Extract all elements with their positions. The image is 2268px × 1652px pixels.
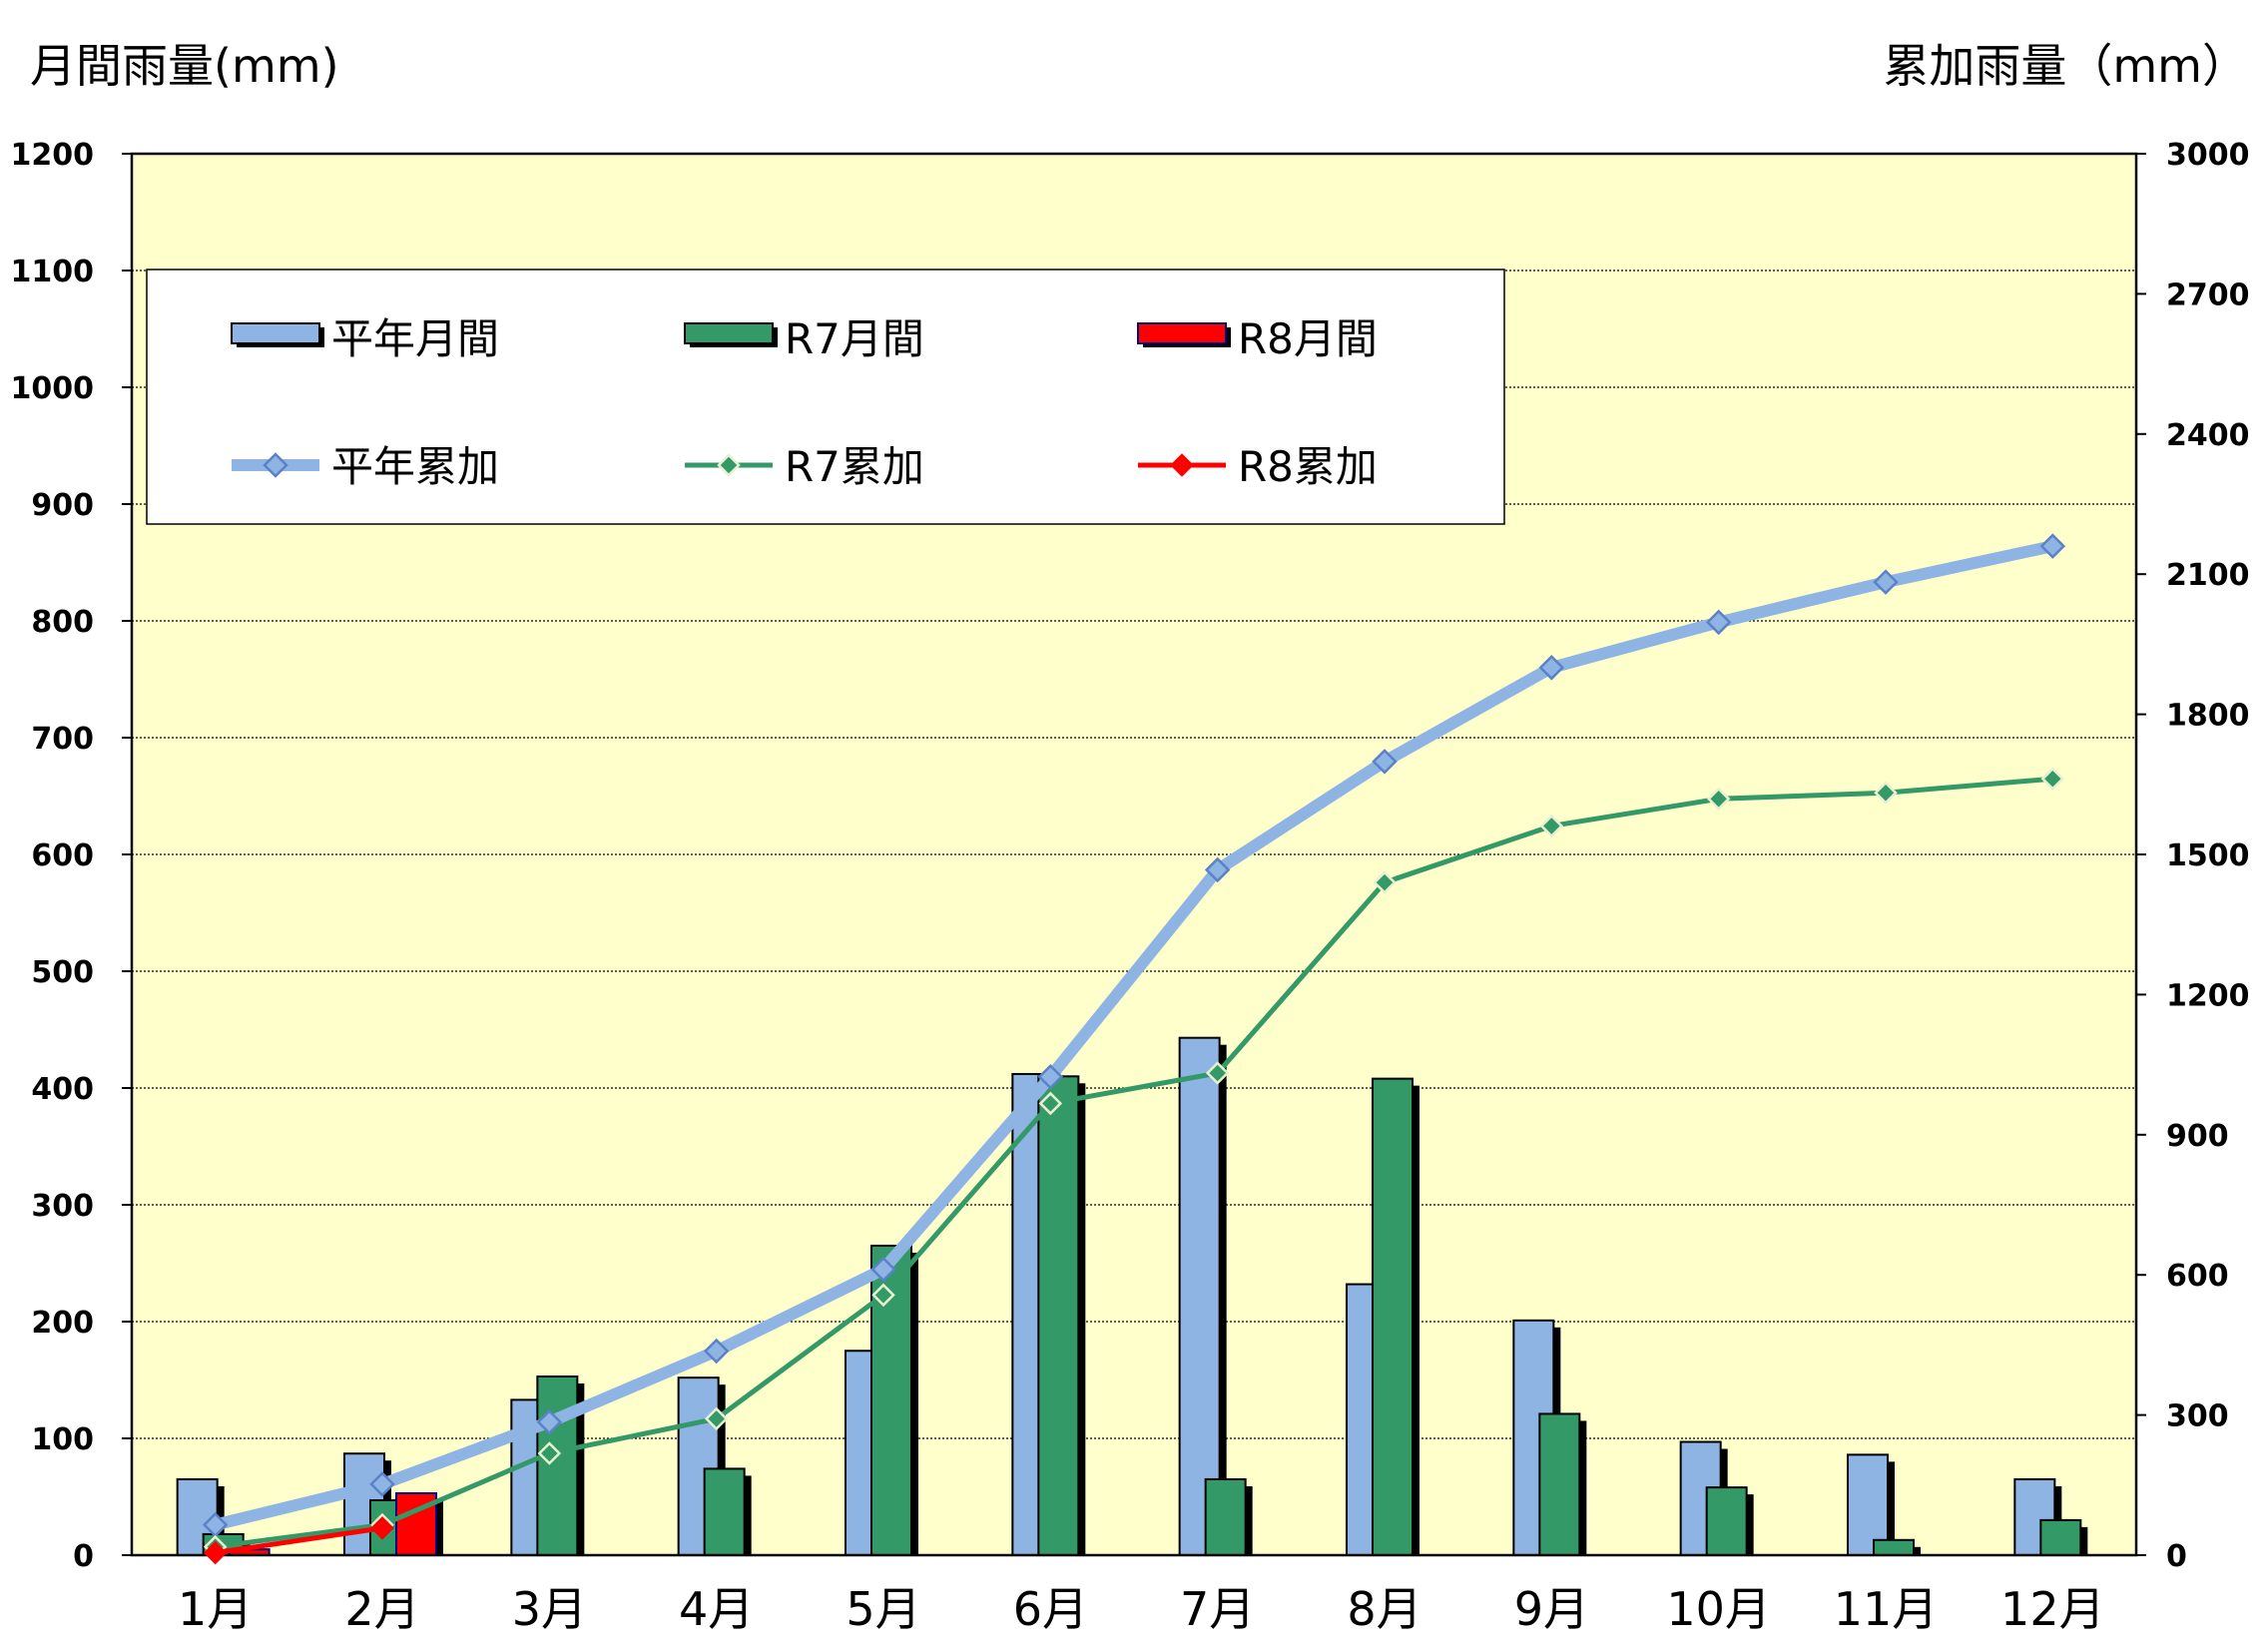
right-tick-label: 0 (2166, 1539, 2187, 1574)
legend-swatch-R7月間 (684, 322, 774, 344)
left-tick-label: 900 (31, 488, 94, 523)
right-tick-label: 1500 (2166, 838, 2250, 873)
category-label: 5月 (846, 1582, 920, 1636)
category-label: 2月 (344, 1582, 419, 1636)
marker-平年累加 (703, 1338, 730, 1365)
marker-平年累加 (1538, 655, 1565, 681)
marker-R7累加 (1874, 781, 1898, 805)
bar-平年月間 (1178, 1036, 1221, 1556)
right-tick-label: 600 (2166, 1259, 2229, 1294)
right-tick-label: 300 (2166, 1399, 2229, 1434)
marker-R8累加 (203, 1540, 228, 1565)
category-label: 6月 (1013, 1582, 1088, 1636)
bar-平年月間 (1847, 1453, 1889, 1557)
marker-R7累加 (1706, 787, 1731, 812)
bar-平年月間 (677, 1377, 720, 1557)
line-R7累加 (215, 776, 2053, 1550)
legend-label: R7累加 (785, 442, 924, 491)
left-tick-label: 700 (31, 722, 94, 757)
marker-平年累加 (1705, 609, 1732, 636)
right-tick-label: 3000 (2166, 138, 2250, 173)
right-tick-label: 2400 (2166, 418, 2250, 453)
bar-R7月間 (1037, 1075, 1080, 1557)
right-tick-label: 900 (2166, 1119, 2229, 1154)
marker-R7累加 (871, 1283, 895, 1308)
marker-平年累加 (1873, 569, 1899, 595)
left-tick-label: 400 (31, 1072, 94, 1107)
right-axis-title: 累加雨量（mm） (1883, 39, 2248, 93)
legend-label: R8月間 (1238, 314, 1378, 363)
left-tick-label: 800 (31, 605, 94, 640)
category-label: 7月 (1180, 1582, 1255, 1636)
legend-label: 平年月間 (331, 314, 499, 363)
left-tick-label: 600 (31, 838, 94, 873)
legend (146, 269, 1505, 525)
legend-label: 平年累加 (331, 442, 499, 491)
category-label: 12月 (2000, 1582, 2105, 1636)
marker-R7累加 (1373, 870, 1397, 894)
marker-R8累加 (370, 1516, 394, 1540)
marker-平年累加 (1204, 856, 1231, 883)
category-label: 11月 (1834, 1582, 1939, 1636)
marker-R7累加 (1205, 1061, 1230, 1085)
marker-平年累加 (536, 1408, 563, 1435)
marker-R7累加 (537, 1441, 562, 1465)
right-tick-label: 2100 (2166, 558, 2250, 593)
left-tick-label: 1100 (11, 255, 95, 289)
right-tick-label: 1200 (2166, 978, 2250, 1013)
left-axis-title: 月間雨量(mm) (30, 39, 339, 93)
marker-平年累加 (369, 1471, 395, 1497)
marker-平年累加 (1372, 749, 1398, 775)
left-tick-label: 300 (31, 1189, 94, 1224)
category-label: 4月 (679, 1582, 754, 1636)
bar-R7月間 (1873, 1538, 1915, 1557)
marker-平年累加 (2039, 533, 2066, 559)
bar-R7月間 (1372, 1077, 1414, 1556)
legend-marker (263, 452, 288, 478)
category-label: 9月 (1514, 1582, 1589, 1636)
bar-R7月間 (2039, 1518, 2082, 1557)
left-tick-label: 0 (73, 1539, 94, 1574)
left-tick-label: 100 (31, 1422, 94, 1457)
legend-label: R8累加 (1238, 442, 1378, 491)
category-label: 8月 (1347, 1582, 1421, 1636)
legend-swatch-平年月間 (231, 322, 320, 344)
right-tick-label: 2700 (2166, 277, 2250, 312)
line-平年累加 (214, 540, 2054, 1531)
marker-平年累加 (1037, 1064, 1064, 1090)
left-tick-label: 200 (31, 1306, 94, 1341)
left-tick-label: 1200 (11, 138, 95, 173)
right-tick-label: 1800 (2166, 699, 2250, 734)
bar-R7月間 (536, 1375, 579, 1556)
legend-marker (717, 453, 741, 477)
category-label: 1月 (178, 1582, 253, 1636)
bar-R7月間 (1705, 1486, 1748, 1557)
marker-R7累加 (1539, 814, 1564, 838)
left-tick-label: 500 (31, 955, 94, 990)
marker-R7累加 (1038, 1091, 1063, 1116)
marker-R7累加 (2040, 767, 2065, 791)
marker-R7累加 (704, 1406, 729, 1431)
legend-swatch-R8月間 (1137, 322, 1227, 344)
category-label: 10月 (1666, 1582, 1771, 1636)
category-label: 3月 (512, 1582, 587, 1636)
bar-R7月間 (1204, 1477, 1247, 1556)
legend-label: R7月間 (785, 314, 924, 363)
line-R8累加 (215, 1525, 383, 1556)
legend-marker (1170, 453, 1194, 477)
bar-R7月間 (703, 1467, 746, 1557)
bar-R7月間 (1538, 1412, 1581, 1557)
left-tick-label: 1000 (11, 371, 95, 406)
marker-平年累加 (870, 1256, 896, 1283)
